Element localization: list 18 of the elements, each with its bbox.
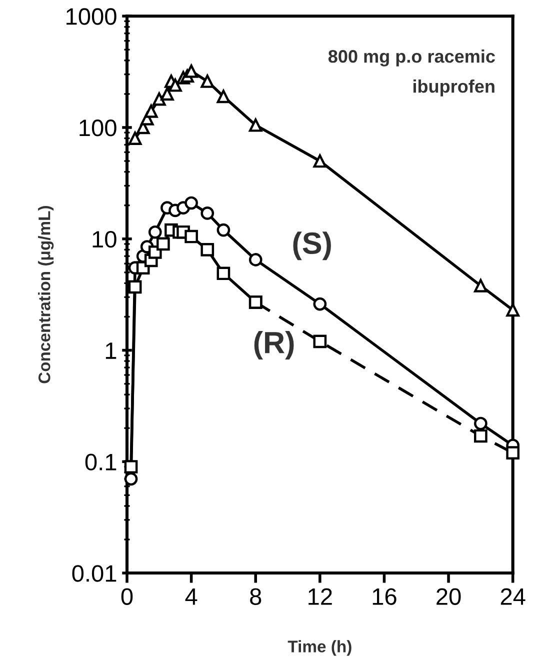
y-tick-label: 1: [106, 342, 116, 359]
y-tick-label: 10: [92, 230, 116, 248]
x-tick-label: 4: [185, 588, 198, 605]
y-tick-label: 1000: [66, 8, 116, 25]
x-tick-label: 20: [436, 588, 461, 605]
x-tick-label: 24: [500, 588, 526, 605]
series-label: (S): [293, 232, 331, 260]
y-tick-label: 0.01: [72, 565, 116, 582]
x-axis-title: Time (h): [288, 640, 352, 656]
x-tick-label: 12: [308, 588, 332, 605]
series-label: (R): [254, 331, 294, 360]
x-tick-label: 0: [121, 588, 133, 605]
y-tick-label: 0.1: [85, 454, 116, 470]
y-axis-title: Concentration (μg/mL): [38, 206, 54, 384]
y-tick-label: 100: [80, 120, 116, 136]
x-tick-label: 16: [372, 588, 396, 605]
annotation: 800 mg p.o racemic ibuprofen: [328, 50, 495, 96]
x-tick-label: 8: [250, 588, 262, 605]
